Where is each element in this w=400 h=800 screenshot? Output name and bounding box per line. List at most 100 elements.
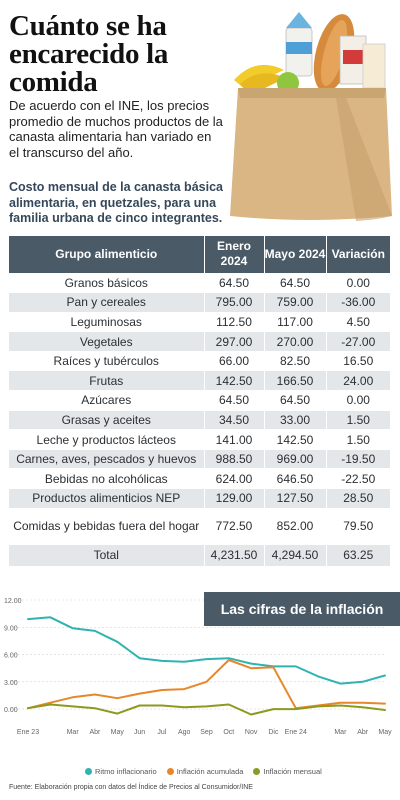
table-cell: 129.00 <box>204 488 265 509</box>
table-cell: 28.50 <box>326 488 390 509</box>
x-tick-label: Nov <box>245 729 258 736</box>
table-row: Azúcares 64.50 64.50 0.00 <box>9 390 390 411</box>
table-cell: Leguminosas <box>9 311 205 332</box>
table-cell: 79.50 <box>326 507 390 545</box>
milk-carton-top <box>286 12 312 28</box>
intro-text: De acuerdo con el INE, los precios prome… <box>9 98 223 160</box>
x-tick-label: Ene 23 <box>17 729 39 736</box>
table-cell: Bebidas no alcohólicas <box>9 468 205 489</box>
x-tick-label: Oct <box>223 729 234 736</box>
table-cell: Comidas y bebidas fuera del hogar <box>9 507 205 545</box>
table-cell: 34.50 <box>204 409 265 430</box>
table-cell: 795.00 <box>204 292 265 313</box>
legend-swatch <box>166 767 174 775</box>
table-cell: Productos alimenticios NEP <box>9 488 205 509</box>
y-tick-label: 9.00 <box>4 625 18 632</box>
table-header-row: Grupo alimenticio Enero 2024 Mayo 2024 V… <box>9 236 390 273</box>
table-cell: 16.50 <box>326 350 390 371</box>
table-cell: Raíces y tubérculos <box>9 350 205 371</box>
table-row: Grasas y aceites 34.50 33.00 1.50 <box>9 409 390 430</box>
table-subtitle: Costo mensual de la canasta básica alime… <box>9 180 223 225</box>
table-cell: 166.50 <box>264 370 327 391</box>
legend-label: Inflación mensual <box>263 766 322 776</box>
canasta-table: Grupo alimenticio Enero 2024 Mayo 2024 V… <box>9 236 390 567</box>
table-cell: 82.50 <box>264 350 327 371</box>
chart-legend: Ritmo inflacionario Inflación acumulada … <box>85 764 385 778</box>
table-cell: 1.50 <box>326 409 390 430</box>
column-header: Variación <box>326 236 390 273</box>
x-tick-label: May <box>111 729 125 736</box>
x-tick-label: Jul <box>157 729 166 736</box>
table-cell: -27.00 <box>326 331 390 352</box>
y-tick-label: 6.00 <box>4 653 18 660</box>
table-row: Vegetales 297.00 270.00 -27.00 <box>9 331 390 352</box>
table-row: Frutas 142.50 166.50 24.00 <box>9 370 390 391</box>
table-cell: 646.50 <box>264 468 327 489</box>
column-header: Enero 2024 <box>204 236 265 273</box>
table-cell: 142.50 <box>264 429 327 450</box>
table-row: Productos alimenticios NEP 129.00 127.50 28… <box>9 488 390 509</box>
column-header: Grupo alimenticio <box>9 236 205 273</box>
table-row: Granos básicos 64.50 64.50 0.00 <box>9 272 390 293</box>
x-tick-label: Jun <box>134 729 145 736</box>
table-cell: 969.00 <box>264 448 327 469</box>
table-cell: 0.00 <box>326 272 390 293</box>
table-cell: Leche y productos lácteos <box>9 429 205 450</box>
table-cell: Frutas <box>9 370 205 391</box>
inflacion-mensual-line <box>27 703 386 716</box>
table-cell: Vegetales <box>9 331 205 352</box>
table-cell: -22.50 <box>326 468 390 489</box>
title-line: comida <box>9 66 98 98</box>
table-cell: -19.50 <box>326 448 390 469</box>
table-cell: 64.50 <box>204 272 265 293</box>
table-cell: 988.50 <box>204 448 265 469</box>
table-cell: 64.50 <box>264 390 327 411</box>
table-cell: 759.00 <box>264 292 327 313</box>
table-cell: 4.50 <box>326 311 390 332</box>
table-cell: 297.00 <box>204 331 265 352</box>
title-line: Cuánto se ha <box>9 10 167 42</box>
x-tick-label: Mar <box>334 729 347 736</box>
table-cell: 852.00 <box>264 507 327 545</box>
table-cell: 64.50 <box>264 272 327 293</box>
x-tick-label: Sep <box>200 729 213 736</box>
table-cell: -36.00 <box>326 292 390 313</box>
table-cell: 142.50 <box>204 370 265 391</box>
x-tick-label: Ene 24 <box>285 729 307 736</box>
table-cell: Pan y cereales <box>9 292 205 313</box>
table-cell: Total <box>9 543 205 567</box>
legend-item-mensual: Inflación mensual <box>253 766 322 776</box>
y-tick-label: 12.00 <box>4 598 22 605</box>
x-tick-label: Abr <box>89 729 101 736</box>
legend-item-ritmo: Ritmo inflacionario <box>85 767 157 776</box>
table-row: Leche y productos lácteos 141.00 142.50 1.5… <box>9 429 390 450</box>
legend-label: Inflación acumulada <box>176 766 244 776</box>
x-tick-label: May <box>378 729 392 736</box>
title-line: encarecido la <box>9 38 169 70</box>
table-cell: Granos básicos <box>9 272 205 293</box>
table-cell: 127.50 <box>264 488 327 509</box>
table-cell: 63.25 <box>326 543 390 567</box>
y-tick-label: 0.00 <box>4 707 18 714</box>
table-row: Comidas y bebidas fuera del hogar 772.50 8… <box>9 507 390 545</box>
table-cell: 66.00 <box>204 350 265 371</box>
table-row: Leguminosas 112.50 117.00 4.50 <box>9 311 390 332</box>
x-tick-label: Dic <box>268 729 279 736</box>
table-cell: 117.00 <box>264 311 327 332</box>
table-row: Bebidas no alcohólicas 624.00 646.50 -22.50 <box>9 468 390 489</box>
x-tick-label: Abr <box>357 729 369 736</box>
table-cell: 33.00 <box>264 409 327 430</box>
table-total-row: Total 4,231.50 4,294.50 63.25 <box>9 543 390 567</box>
chart-banner: Las cifras de la inflación <box>204 592 400 626</box>
table-cell: 270.00 <box>264 331 327 352</box>
table-cell: 1.50 <box>326 429 390 450</box>
table-cell: 772.50 <box>204 507 265 545</box>
table-cell: 624.00 <box>204 468 265 489</box>
table-cell: 141.00 <box>204 429 265 450</box>
table-cell: 4,231.50 <box>204 543 265 567</box>
table-cell: Grasas y aceites <box>9 409 205 430</box>
table-cell: Carnes, aves, pescados y huevos <box>9 448 205 469</box>
legend-item-acumulada: Inflación acumulada <box>166 766 244 776</box>
table-row: Raíces y tubérculos 66.00 82.50 16.50 <box>9 350 390 371</box>
inflacion-acumulada-line <box>27 659 386 710</box>
